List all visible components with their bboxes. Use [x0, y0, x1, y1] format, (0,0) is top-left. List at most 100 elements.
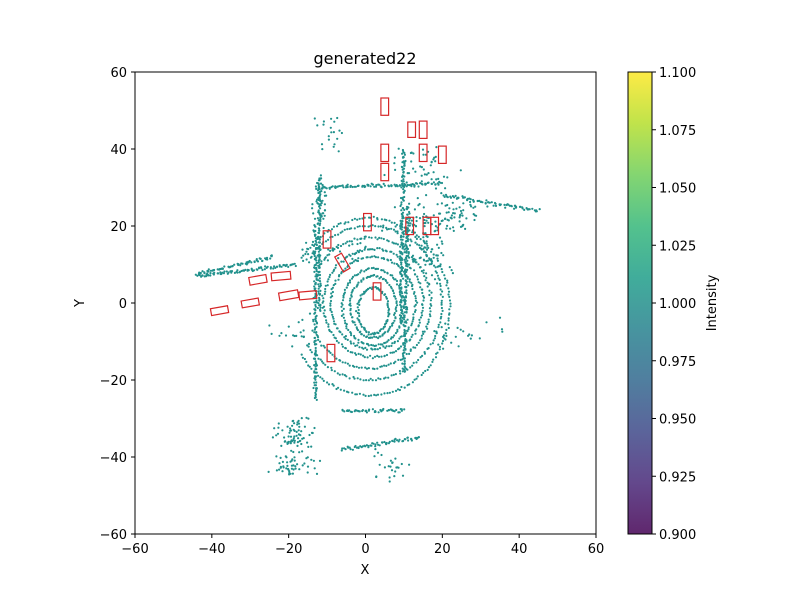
lidar-point — [463, 196, 466, 199]
lidar-point — [319, 182, 323, 185]
lidar-point — [326, 381, 329, 384]
lidar-point — [413, 378, 416, 381]
lidar-point — [426, 285, 429, 288]
lidar-point — [280, 444, 283, 447]
lidar-point — [401, 474, 405, 477]
lidar-point — [421, 288, 424, 291]
lidar-point — [404, 366, 407, 369]
lidar-point — [382, 257, 385, 260]
lidar-point — [351, 218, 354, 222]
lidar-point — [440, 240, 443, 243]
lidar-point — [292, 468, 295, 471]
lidar-point — [322, 312, 325, 315]
lidar-point — [334, 234, 337, 237]
lidar-point — [393, 319, 396, 322]
lidar-point — [400, 311, 403, 314]
lidar-point — [319, 289, 322, 292]
lidar-point — [422, 239, 425, 242]
lidar-point — [414, 303, 417, 306]
lidar-point — [313, 217, 317, 220]
lidar-point — [367, 184, 370, 187]
lidar-point — [320, 260, 323, 263]
lidar-point — [398, 337, 401, 340]
lidar-point — [319, 306, 322, 309]
lidar-point — [459, 328, 462, 331]
lidar-point — [307, 342, 311, 345]
lidar-point — [357, 251, 360, 254]
lidar-point — [319, 282, 322, 285]
lidar-point — [393, 313, 396, 316]
lidar-point — [403, 360, 406, 363]
lidar-point — [333, 120, 336, 123]
lidar-point — [378, 463, 381, 466]
lidar-point — [390, 374, 393, 377]
lidar-point — [403, 408, 406, 411]
lidar-point — [336, 327, 339, 330]
lidar-point — [403, 363, 406, 366]
lidar-point — [209, 274, 212, 277]
lidar-point — [367, 333, 370, 336]
lidar-point — [332, 225, 335, 228]
lidar-point — [418, 217, 422, 220]
lidar-point — [402, 357, 405, 360]
lidar-point — [402, 180, 405, 183]
lidar-point — [393, 221, 396, 224]
lidar-point — [395, 283, 399, 286]
lidar-point — [425, 173, 428, 176]
lidar-point — [320, 214, 323, 218]
lidar-point — [353, 321, 356, 324]
lidar-point — [287, 435, 290, 438]
lidar-point — [297, 422, 301, 425]
lidar-point — [426, 327, 429, 330]
lidar-point — [389, 351, 392, 354]
lidar-point — [219, 267, 222, 271]
lidar-point — [251, 269, 254, 273]
lidar-point — [401, 152, 404, 155]
lidar-point — [357, 341, 360, 344]
lidar-point — [302, 259, 305, 262]
lidar-point — [391, 461, 394, 464]
lidar-point — [317, 338, 320, 341]
lidar-point — [366, 267, 369, 270]
lidar-point — [412, 313, 415, 316]
lidar-point — [319, 204, 322, 207]
lidar-point — [263, 268, 266, 271]
lidar-point — [301, 356, 304, 359]
lidar-point — [399, 345, 403, 348]
lidar-point — [402, 188, 405, 191]
lidar-point — [197, 272, 200, 276]
lidar-point — [355, 365, 358, 368]
lidar-point — [402, 178, 405, 181]
lidar-point — [406, 238, 410, 241]
lidar-point — [422, 236, 425, 239]
lidar-point — [386, 302, 389, 305]
lidar-point — [423, 242, 427, 245]
lidar-point — [355, 285, 358, 288]
lidar-point — [302, 329, 305, 332]
lidar-point — [285, 456, 288, 459]
lidar-point — [468, 197, 471, 200]
lidar-point — [427, 181, 430, 184]
lidar-point — [437, 326, 440, 329]
lidar-point — [447, 287, 450, 290]
lidar-point — [227, 271, 230, 274]
lidar-point — [398, 388, 401, 392]
lidar-point — [423, 173, 426, 176]
lidar-point — [317, 250, 320, 253]
lidar-point — [425, 276, 428, 279]
lidar-point — [403, 318, 406, 321]
lidar-point — [313, 323, 316, 326]
lidar-point — [324, 315, 327, 318]
lidar-point — [396, 185, 399, 188]
lidar-point — [316, 189, 320, 192]
lidar-point — [435, 332, 438, 335]
lidar-point — [429, 364, 432, 367]
lidar-point — [291, 458, 294, 461]
lidar-point — [393, 262, 396, 265]
lidar-point — [327, 325, 330, 328]
lidar-point — [363, 237, 366, 240]
lidar-point — [377, 337, 380, 340]
lidar-point — [410, 256, 414, 259]
lidar-point — [318, 298, 321, 301]
lidar-point — [376, 348, 379, 351]
